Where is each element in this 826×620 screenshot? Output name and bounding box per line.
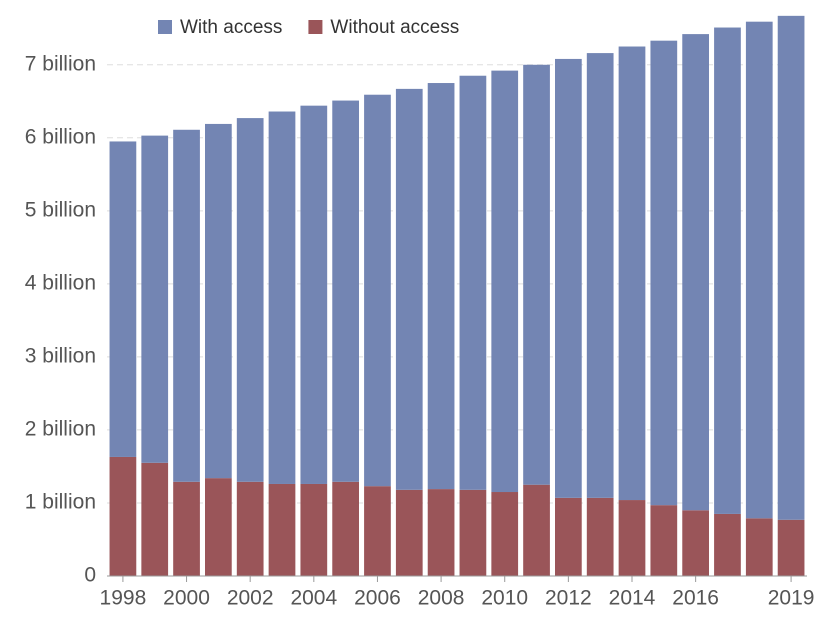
bar-segment [618,46,646,501]
bar-segment [682,34,709,511]
x-tick-label: 2014 [609,587,656,610]
x-tick-label: 1998 [100,587,147,610]
y-tick-label: 3 billion [25,344,96,367]
legend-swatch [158,20,172,34]
bar-segment [173,481,200,576]
x-tick-label: 2002 [227,587,274,610]
bar-segment [236,481,264,576]
x-tick-label: 2000 [163,587,210,610]
bar-segment [205,123,232,479]
bar-segment [650,40,678,506]
bar-segment [427,83,455,490]
bar-segment [523,484,550,576]
legend-label: With access [180,17,282,38]
bar-segment [332,100,359,482]
bar-segment [395,489,423,576]
bar-segment [300,483,328,576]
bar-segment [109,456,137,576]
bar-segment [682,510,709,576]
bar-segment [650,505,678,576]
bar-segment [173,129,200,482]
bar-segment [618,500,646,576]
bar-segment [491,70,519,493]
bar-segment [491,492,519,576]
bar-segment [268,483,296,576]
bar-segment [427,489,455,576]
x-tick-label: 2019 [768,587,815,610]
y-tick-label: 0 [84,564,96,587]
bar-segment [332,481,359,576]
x-tick-label: 2012 [545,587,592,610]
y-tick-label: 5 billion [25,198,96,221]
bar-segment [395,88,423,490]
bar-segment [364,94,391,487]
bar-segment [205,478,232,576]
bar-segment [714,27,741,514]
y-tick-label: 4 billion [25,271,96,294]
y-tick-label: 7 billion [25,52,96,75]
bar-segment [745,518,773,576]
bar-segment [268,111,296,484]
bar-segment [236,118,264,482]
bar-segment [109,141,137,457]
bar-segment [141,135,169,463]
x-tick-label: 2016 [672,587,719,610]
bar-segment [777,519,805,576]
bar-segment [714,513,741,576]
x-tick-label: 2006 [354,587,401,610]
y-tick-label: 1 billion [25,491,96,514]
legend-swatch [308,20,323,34]
bar-segment [555,497,582,576]
bar-segment [141,462,169,576]
bar-segment [745,21,773,519]
y-tick-label: 6 billion [25,125,96,148]
bar-segment [300,105,328,484]
bar-segment [523,64,550,485]
bar-segment [555,58,582,498]
x-tick-label: 2004 [290,587,337,610]
bar-segment [459,489,487,576]
bar-segment [586,53,614,498]
legend-label: Without access [330,17,459,38]
bar-segment [586,497,614,576]
bar-segment [777,15,805,520]
bar-segment [364,486,391,576]
bar-segment [459,75,487,490]
x-tick-label: 2008 [418,587,465,610]
x-tick-label: 2010 [481,587,528,610]
y-tick-label: 2 billion [25,417,96,440]
